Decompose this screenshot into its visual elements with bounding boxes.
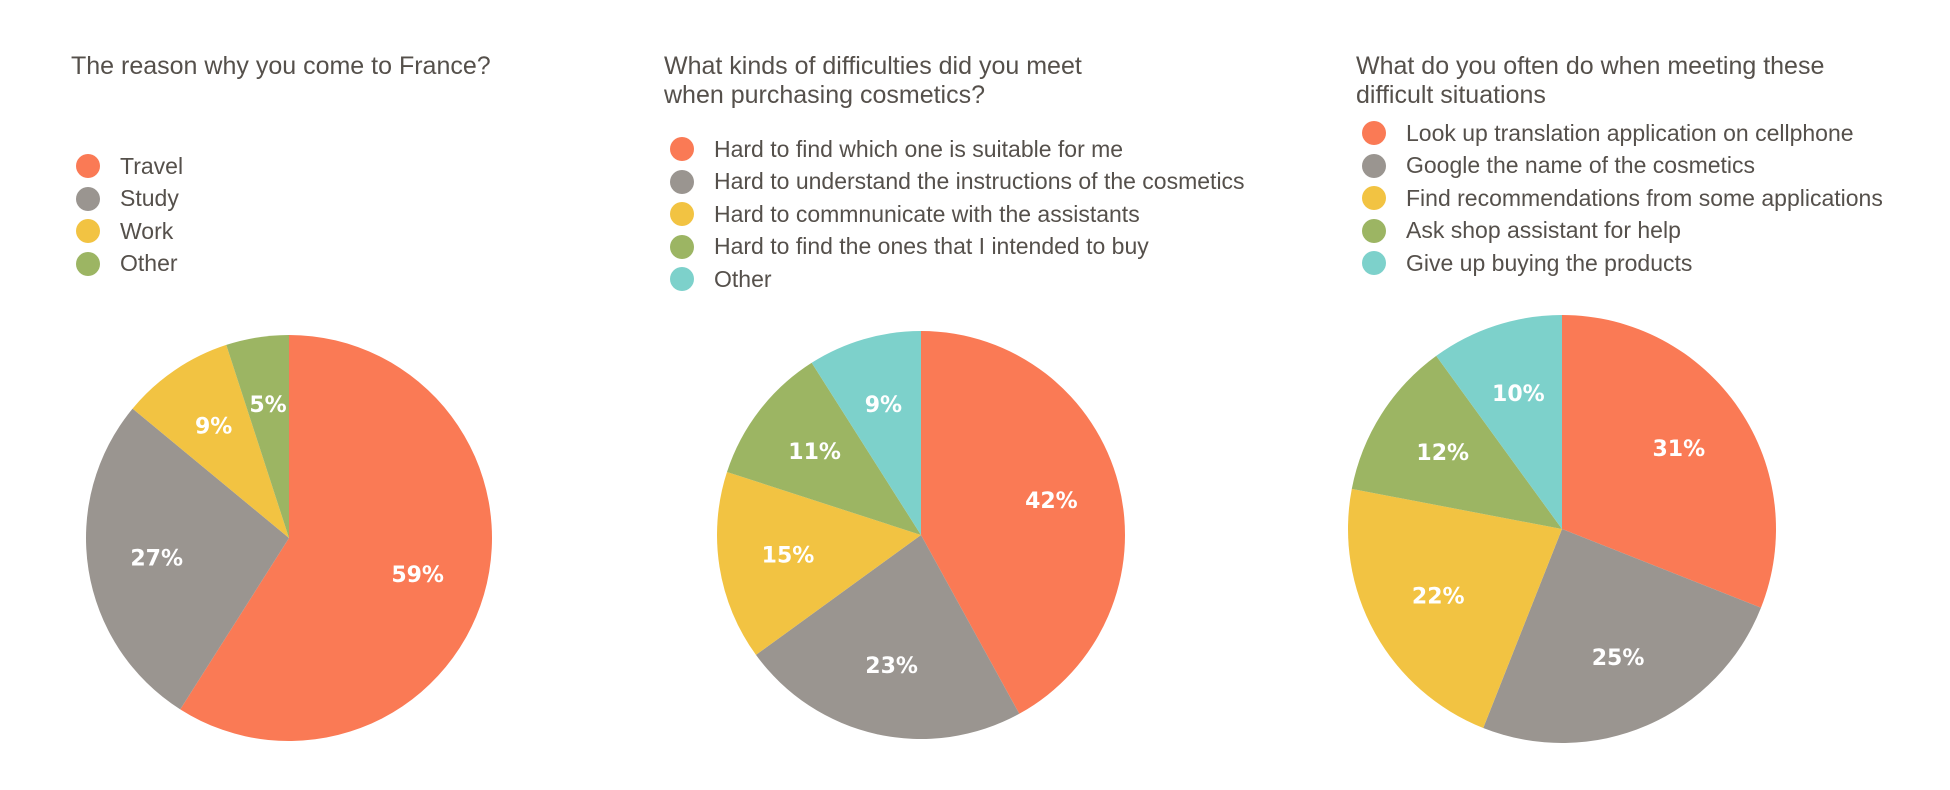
slice-value-label: 10% bbox=[1492, 382, 1545, 407]
legend-label: Look up translation application on cellp… bbox=[1406, 119, 1854, 146]
legend-marker bbox=[1362, 186, 1386, 211]
legend-item: Hard to find which one is suitable for m… bbox=[670, 133, 1245, 166]
legend-marker bbox=[76, 251, 100, 276]
legend-marker bbox=[670, 137, 694, 162]
pie-slice bbox=[1436, 315, 1562, 529]
legend-item: Find recommendations from some applicati… bbox=[1362, 182, 1883, 215]
legend-marker bbox=[670, 202, 694, 227]
legend-label: Find recommendations from some applicati… bbox=[1406, 184, 1883, 211]
legend-marker bbox=[670, 234, 694, 259]
legend-item: Hard to understand the instructions of t… bbox=[670, 166, 1245, 199]
legend-item: Hard to commnunicate with the assistants bbox=[670, 198, 1245, 231]
legend-marker bbox=[670, 169, 694, 194]
slice-value-label: 31% bbox=[1652, 437, 1705, 462]
legend-item: Hard to find the ones that I intended to… bbox=[670, 231, 1245, 264]
slice-value-label: 9% bbox=[195, 415, 232, 440]
pie-slice bbox=[726, 362, 921, 535]
pie-chart-actions: 31% 25% 22% 12% 10% bbox=[1348, 315, 1776, 743]
legend-label: Other bbox=[714, 265, 772, 292]
legend-item: Look up translation application on cellp… bbox=[1362, 117, 1883, 150]
legend-label: Work bbox=[120, 217, 174, 244]
chart-legend: Hard to find which one is suitable for m… bbox=[670, 133, 1245, 296]
legend-label: Hard to understand the instructions of t… bbox=[714, 168, 1245, 195]
chart-title: What do you often do when meeting these … bbox=[1356, 52, 1825, 109]
legend-marker bbox=[76, 154, 100, 179]
slice-value-label: 25% bbox=[1592, 646, 1645, 671]
legend-marker bbox=[1362, 153, 1386, 178]
legend-item: Other bbox=[76, 248, 183, 281]
slice-value-label: 9% bbox=[865, 393, 902, 418]
pie-slice bbox=[921, 331, 1125, 714]
pie-slice bbox=[132, 344, 289, 538]
chart-legend: Look up translation application on cellp… bbox=[1362, 117, 1883, 280]
legend-marker bbox=[76, 219, 100, 244]
pie-chart-reason: 59% 27% 9% 5% bbox=[86, 335, 493, 741]
pie-slice bbox=[86, 408, 289, 710]
chart-panel-difficulties: What kinds of difficulties did you meet … bbox=[620, 0, 1310, 790]
legend-marker bbox=[1362, 121, 1386, 146]
pie-slice bbox=[1483, 529, 1761, 743]
legend-marker bbox=[76, 186, 100, 211]
legend-marker bbox=[1362, 218, 1386, 243]
chart-panel-reason: The reason why you come to France? Trave… bbox=[0, 0, 620, 790]
legend-label: Other bbox=[120, 250, 178, 277]
pie-slice bbox=[180, 335, 493, 741]
legend-item: Study bbox=[76, 183, 183, 216]
pie-slice bbox=[755, 535, 1020, 739]
legend-item: Google the name of the cosmetics bbox=[1362, 150, 1883, 183]
legend-item: Give up buying the products bbox=[1362, 247, 1883, 280]
pie-slice bbox=[1351, 355, 1562, 529]
pie-slice bbox=[1348, 488, 1562, 728]
chart-title: What kinds of difficulties did you meet … bbox=[664, 52, 1082, 109]
chart-panel-actions: What do you often do when meeting these … bbox=[1310, 0, 1950, 790]
pie-slice bbox=[811, 331, 921, 535]
legend-label: Travel bbox=[120, 152, 184, 179]
pie-chart-difficulties: 42% 23% 15% 11% 9% bbox=[717, 331, 1125, 739]
legend-label: Give up buying the products bbox=[1406, 249, 1693, 276]
legend-item: Ask shop assistant for help bbox=[1362, 215, 1883, 248]
legend-item: Travel bbox=[76, 150, 183, 183]
slice-value-label: 59% bbox=[391, 563, 444, 588]
chart-title: The reason why you come to France? bbox=[71, 52, 491, 80]
legend-item: Other bbox=[670, 263, 1245, 296]
slice-value-label: 5% bbox=[249, 393, 286, 418]
slice-value-label: 11% bbox=[788, 440, 841, 465]
pie-slice bbox=[1562, 315, 1776, 608]
legend-label: Hard to commnunicate with the assistants bbox=[714, 200, 1140, 227]
legend-label: Study bbox=[120, 185, 179, 212]
legend-label: Hard to find which one is suitable for m… bbox=[714, 135, 1124, 162]
legend-label: Hard to find the ones that I intended to… bbox=[714, 233, 1149, 260]
slice-value-label: 15% bbox=[762, 544, 815, 569]
legend-marker bbox=[670, 267, 694, 292]
slice-value-label: 42% bbox=[1025, 489, 1078, 514]
pie-slice bbox=[226, 335, 289, 538]
slice-value-label: 27% bbox=[130, 546, 183, 571]
legend-label: Ask shop assistant for help bbox=[1406, 217, 1681, 244]
legend-item: Work bbox=[76, 215, 183, 248]
slice-value-label: 23% bbox=[865, 654, 918, 679]
legend-label: Google the name of the cosmetics bbox=[1406, 152, 1756, 179]
slice-value-label: 12% bbox=[1416, 441, 1469, 466]
pie-slice bbox=[717, 471, 921, 655]
slice-value-label: 22% bbox=[1412, 585, 1465, 610]
chart-legend: Travel Study Work Other bbox=[76, 150, 183, 280]
legend-marker bbox=[1362, 251, 1386, 276]
